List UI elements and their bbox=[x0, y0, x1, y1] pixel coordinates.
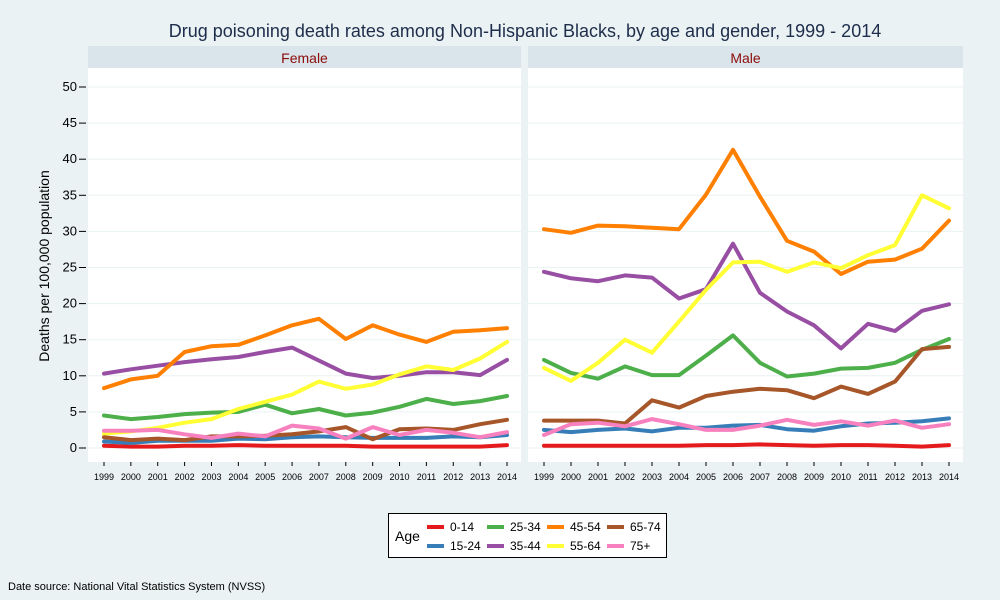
x-tick-label: 2000 bbox=[121, 472, 141, 482]
x-tick-label: 2003 bbox=[201, 472, 221, 482]
y-tick-label: 10 bbox=[63, 368, 77, 383]
legend-swatch bbox=[427, 525, 444, 529]
y-tick-label: 35 bbox=[63, 187, 77, 202]
legend-swatch bbox=[547, 544, 564, 548]
series-line-55-64 bbox=[542, 193, 951, 383]
series-line-25-34 bbox=[542, 333, 951, 381]
x-tick-label: 2002 bbox=[615, 472, 635, 482]
data-source-note: Date source: National Vital Statistics S… bbox=[8, 581, 266, 593]
panel-strip bbox=[88, 46, 521, 68]
series-line-75+ bbox=[102, 423, 509, 441]
plot-area bbox=[88, 68, 521, 462]
y-tick-label: 15 bbox=[63, 332, 77, 347]
y-tick-label: 50 bbox=[63, 79, 77, 94]
x-tick-label: 2012 bbox=[443, 472, 463, 482]
legend-item: 55-64 bbox=[547, 539, 601, 553]
x-tick-label: 2005 bbox=[696, 472, 716, 482]
x-tick-label: 2014 bbox=[939, 472, 959, 482]
chart-title: Drug poisoning death rates among Non-His… bbox=[169, 21, 881, 41]
x-tick-label: 2010 bbox=[390, 472, 410, 482]
x-tick-label: 2002 bbox=[175, 472, 195, 482]
x-tick-label: 2008 bbox=[336, 472, 356, 482]
legend-title: Age bbox=[395, 528, 420, 544]
x-tick-label: 2007 bbox=[309, 472, 329, 482]
series-line-65-74 bbox=[542, 344, 951, 426]
x-tick-label: 2008 bbox=[777, 472, 797, 482]
series-line-55-64 bbox=[102, 339, 509, 436]
legend-label: 25-34 bbox=[510, 520, 541, 534]
y-tick-label: 5 bbox=[70, 404, 77, 419]
x-tick-label: 2010 bbox=[831, 472, 851, 482]
x-tick-label: 2009 bbox=[804, 472, 824, 482]
x-tick-label: 2005 bbox=[255, 472, 275, 482]
legend-label: 75+ bbox=[630, 539, 651, 553]
legend-swatch bbox=[487, 525, 504, 529]
x-tick-label: 2014 bbox=[497, 472, 517, 482]
x-tick-label: 2006 bbox=[723, 472, 743, 482]
legend-item: 65-74 bbox=[607, 520, 661, 534]
x-tick-label: 2003 bbox=[642, 472, 662, 482]
legend-item: 25-34 bbox=[487, 520, 541, 534]
x-tick-label: 2011 bbox=[858, 472, 877, 482]
x-tick-label: 2007 bbox=[750, 472, 770, 482]
legend-item: 35-44 bbox=[487, 539, 541, 553]
y-axis-label: Deaths per 100,000 population bbox=[36, 170, 52, 361]
x-tick-label: 2004 bbox=[669, 472, 689, 482]
series-line-45-54 bbox=[542, 147, 951, 276]
legend-label: 45-54 bbox=[570, 520, 601, 534]
legend-item: 45-54 bbox=[547, 520, 601, 534]
x-tick-label: 2011 bbox=[417, 472, 436, 482]
series-line-45-54 bbox=[102, 316, 509, 391]
legend-label: 15-24 bbox=[450, 539, 481, 553]
x-tick-label: 2013 bbox=[470, 472, 490, 482]
x-tick-label: 1999 bbox=[534, 472, 554, 482]
x-tick-label: 1999 bbox=[94, 472, 114, 482]
legend-swatch bbox=[487, 544, 504, 548]
series-line-65-74 bbox=[102, 417, 509, 443]
legend: Age 0-14 25-34 45-54 65-74 15-24 35-44 5… bbox=[388, 513, 667, 558]
x-tick-label: 2000 bbox=[561, 472, 581, 482]
legend-swatch bbox=[607, 525, 624, 529]
series-line-0-14 bbox=[102, 443, 509, 449]
legend-swatch bbox=[547, 525, 564, 529]
legend-item: 75+ bbox=[607, 539, 650, 553]
legend-item: 0-14 bbox=[427, 520, 474, 534]
legend-swatch bbox=[427, 544, 444, 548]
series-line-0-14 bbox=[542, 442, 951, 449]
y-tick-label: 40 bbox=[63, 151, 77, 166]
y-tick-label: 30 bbox=[63, 223, 77, 238]
x-tick-label: 2006 bbox=[282, 472, 302, 482]
x-tick-label: 2013 bbox=[912, 472, 932, 482]
panel-title: Male bbox=[730, 50, 761, 66]
x-tick-label: 2001 bbox=[148, 472, 168, 482]
panel-title: Female bbox=[281, 50, 328, 66]
legend-swatch bbox=[607, 544, 624, 548]
legend-label: 0-14 bbox=[450, 520, 475, 534]
x-tick-label: 2012 bbox=[885, 472, 905, 482]
legend-item: 15-24 bbox=[427, 539, 481, 553]
y-tick-label: 20 bbox=[63, 296, 77, 311]
y-tick-label: 0 bbox=[70, 440, 77, 455]
panel-strip bbox=[528, 46, 963, 68]
series-line-35-44 bbox=[542, 241, 951, 351]
series-line-25-34 bbox=[102, 394, 509, 422]
legend-label: 55-64 bbox=[570, 539, 601, 553]
series-line-75+ bbox=[542, 417, 951, 437]
legend-label: 35-44 bbox=[510, 539, 541, 553]
x-tick-label: 2004 bbox=[228, 472, 248, 482]
y-tick-label: 45 bbox=[63, 115, 77, 130]
legend-label: 65-74 bbox=[630, 520, 661, 534]
x-tick-label: 2001 bbox=[588, 472, 608, 482]
y-tick-label: 25 bbox=[63, 260, 77, 275]
x-tick-label: 2009 bbox=[363, 472, 383, 482]
